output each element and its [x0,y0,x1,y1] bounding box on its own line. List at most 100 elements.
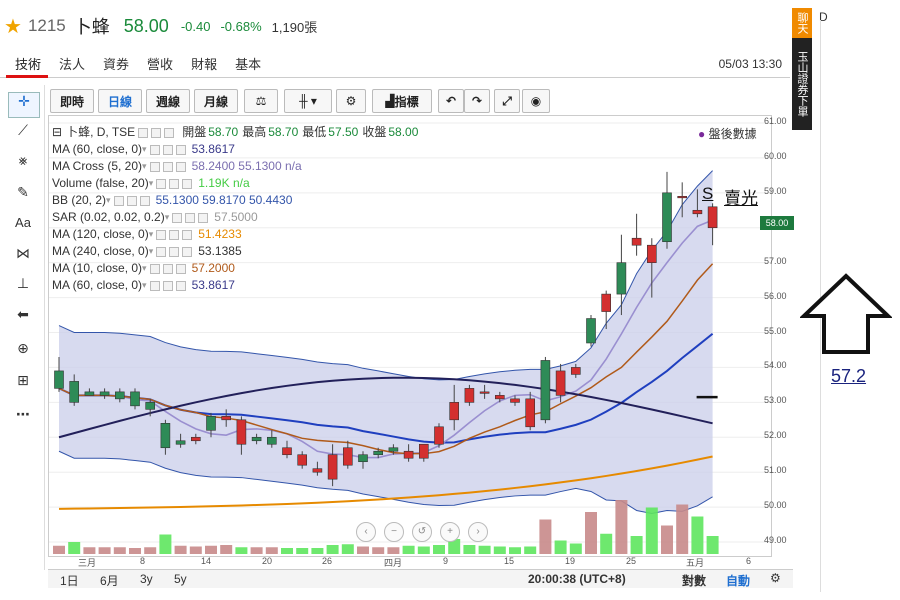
range-6m[interactable]: 6月 [100,574,119,588]
legend-collapse-icon[interactable]: ⊟ [52,125,63,139]
after-hours-link[interactable]: ● 盤後數據 [698,125,757,142]
crosshair-icon[interactable]: ✛ [8,92,40,118]
tab-margin[interactable]: 資券 [103,57,130,72]
back-arrow-icon[interactable]: ⬅ [17,306,29,322]
tab-basic[interactable]: 基本 [235,57,262,72]
legend-eye-icon[interactable] [172,212,183,223]
legend-dropdown-icon[interactable]: ▾ [164,212,170,222]
camera-icon[interactable]: ◉ [522,89,550,113]
price-tick-label: 57.00 [764,255,787,266]
reset-icon[interactable]: ↺ [412,522,432,542]
legend-close-icon[interactable] [175,280,186,291]
chart-clock: 20:00:38 (UTC+8) [528,572,626,586]
legend-close-icon[interactable] [139,195,150,206]
range-1d[interactable]: 1日 [60,574,79,588]
legend-gear-icon[interactable] [151,127,162,138]
legend-eye-icon[interactable] [156,229,167,240]
trend-line-icon[interactable]: ⟋ [18,122,28,138]
range-3y[interactable]: 3y [140,572,153,586]
broker-order-tab[interactable]: 玉山證券下單 [792,38,812,130]
legend-gear-icon[interactable] [169,246,180,257]
fib-tool-icon[interactable]: ⨳ [18,152,28,168]
indicators-button[interactable]: ▟ 指標 [372,89,432,113]
monthly-button[interactable]: 月線 [194,89,238,113]
zoom-out-icon[interactable]: − [384,522,404,542]
favorite-star-icon[interactable]: ★ [4,15,22,38]
compare-scale-icon[interactable]: ⚖ [244,89,278,113]
brush-icon[interactable]: ✎ [17,184,29,200]
legend-close-icon[interactable] [182,246,193,257]
chat-room-tab[interactable]: 聊天室 [776,8,812,38]
weekly-button[interactable]: 週線 [146,89,190,113]
ma120-line [58,455,713,510]
pattern-tool-icon[interactable]: ⋈ [16,245,30,261]
auto-scale-toggle[interactable]: 自動 [726,574,751,588]
legend-dropdown-icon[interactable]: ▾ [142,161,147,171]
legend-close-icon[interactable] [175,144,186,155]
range-5y[interactable]: 5y [174,572,187,586]
redo-icon[interactable]: ↷ [464,89,490,113]
legend-eye-icon[interactable] [149,280,160,291]
legend-dropdown-icon[interactable]: ▾ [142,263,147,273]
legend-eye-icon[interactable] [149,161,160,172]
legend-gear-icon[interactable] [185,212,196,223]
ruler-icon[interactable]: ⊞ [17,372,29,388]
legend-close-icon[interactable] [175,263,186,274]
legend-close-icon[interactable] [164,127,175,138]
legend-dropdown-icon[interactable]: ▾ [148,246,154,256]
legend-row-label: MA (10, close, 0) [52,261,143,275]
text-tool-icon[interactable]: Aa [15,215,31,230]
zoom-icon[interactable]: ⊕ [17,340,29,356]
legend-row: SAR (0.02, 0.02, 0.2) ▾ 57.5000 [52,209,418,226]
scroll-left-icon[interactable]: ‹ [356,522,376,542]
volume-bar [159,534,172,554]
legend-eye-icon[interactable] [113,195,124,206]
legend-dropdown-icon[interactable]: ▾ [148,229,154,239]
legend-close-icon[interactable] [175,161,186,172]
axis-settings-gear-icon[interactable]: ⚙ [770,571,781,585]
legend-gear-icon[interactable] [162,161,173,172]
volume-bar [250,547,263,554]
legend-gear-icon[interactable] [126,195,137,206]
chart-toolbar: 即時 日線 週線 月線 ⚖ ╫ ▾ ⚙ ▟ 指標 ↶ ↷ ⤢ ◉ [50,89,785,113]
legend-dropdown-icon[interactable]: ▾ [148,178,154,188]
legend-dropdown-icon[interactable]: ▾ [142,280,147,290]
legend-gear-icon[interactable] [169,178,180,189]
legend-dropdown-icon[interactable]: ▾ [106,195,111,205]
legend-dropdown-icon[interactable]: ▾ [142,144,147,154]
legend-eye-icon[interactable] [138,127,149,138]
log-scale-toggle[interactable]: 對數 [682,574,707,588]
legend-gear-icon[interactable] [169,229,180,240]
undo-icon[interactable]: ↶ [438,89,464,113]
intraday-button[interactable]: 即時 [50,89,94,113]
legend-close-icon[interactable] [182,229,193,240]
tab-technical[interactable]: 技術 [15,57,42,72]
scroll-right-icon[interactable]: › [468,522,488,542]
legend-eye-icon[interactable] [156,246,167,257]
tab-financials[interactable]: 財報 [191,57,218,72]
settings-gear-icon[interactable]: ⚙ [336,89,366,113]
candle-body [570,367,581,375]
chart-type-icon[interactable]: ╫ ▾ [284,89,332,113]
tab-divider [0,77,790,78]
legend-eye-icon[interactable] [156,178,167,189]
measure-tool-icon[interactable]: ⊥ [16,275,30,291]
volume-bar [554,540,567,554]
legend-close-icon[interactable] [198,212,209,223]
more-icon[interactable]: ⋯ [16,406,30,422]
legend-close-icon[interactable] [182,178,193,189]
legend-eye-icon[interactable] [149,263,160,274]
zoom-in-icon[interactable]: + [440,522,460,542]
legend-gear-icon[interactable] [162,280,173,291]
daily-button[interactable]: 日線 [98,89,142,113]
legend-gear-icon[interactable] [162,263,173,274]
ma5-line [58,219,713,459]
fullscreen-icon[interactable]: ⤢ [494,89,520,113]
legend-gear-icon[interactable] [162,144,173,155]
price-change-pct: -0.68% [220,18,262,34]
price-change: -0.40 [180,18,211,34]
price-chart[interactable] [48,115,772,557]
tab-revenue[interactable]: 營收 [147,57,174,72]
legend-eye-icon[interactable] [149,144,160,155]
tab-institutional[interactable]: 法人 [59,57,86,72]
